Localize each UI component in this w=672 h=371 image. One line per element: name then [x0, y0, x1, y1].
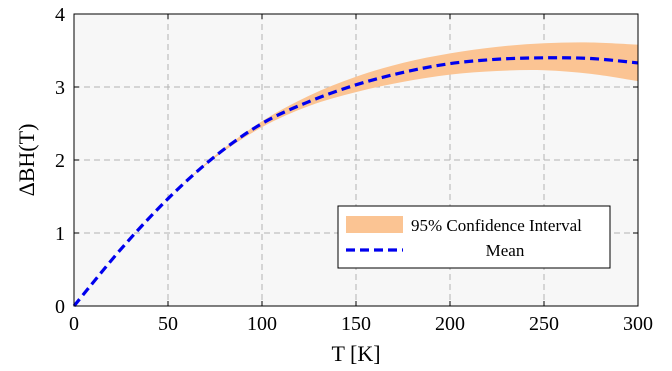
mean-line	[72, 56, 639, 308]
y-axis-label: ΔBH(T)	[14, 124, 39, 197]
x-tick-label: 100	[247, 313, 277, 335]
legend-mean-label: Mean	[486, 241, 525, 260]
x-tick-label: 0	[69, 313, 79, 335]
legend: 95% Confidence Interval Mean	[337, 205, 611, 269]
data-layer	[72, 42, 639, 308]
confidence-band	[74, 42, 638, 306]
x-axis-label: T [K]	[331, 341, 380, 366]
y-tick-label: 4	[55, 4, 65, 26]
x-tick-label: 200	[435, 313, 465, 335]
ticks: 0 50 100 150 200 250 300 0 1 2 3 4	[55, 4, 653, 335]
x-tick-label: 300	[623, 313, 653, 335]
y-tick-label: 2	[55, 150, 65, 172]
y-tick-label: 1	[55, 223, 65, 245]
x-tick-label: 150	[341, 313, 371, 335]
legend-confidence-swatch	[346, 216, 403, 233]
y-tick-label: 3	[55, 77, 65, 99]
legend-confidence-label: 95% Confidence Interval	[411, 216, 582, 235]
y-tick-label: 0	[55, 296, 65, 318]
x-tick-label: 50	[158, 313, 178, 335]
x-tick-label: 250	[529, 313, 559, 335]
